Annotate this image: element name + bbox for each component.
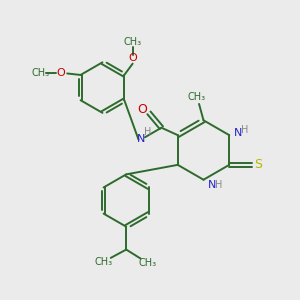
Text: CH₃: CH₃: [94, 257, 112, 267]
Text: S: S: [254, 158, 262, 171]
Text: CH₃: CH₃: [124, 37, 142, 47]
Text: CH₃: CH₃: [139, 258, 157, 268]
Text: CH₃: CH₃: [188, 92, 206, 102]
Text: N: N: [136, 134, 145, 144]
Text: H: H: [144, 127, 151, 137]
Text: O: O: [57, 68, 66, 79]
Text: H: H: [241, 125, 248, 135]
Text: O: O: [128, 53, 137, 63]
Text: CH₃: CH₃: [32, 68, 50, 79]
Text: H: H: [215, 180, 222, 190]
Text: N: N: [234, 128, 242, 138]
Text: O: O: [137, 103, 147, 116]
Text: N: N: [208, 180, 216, 190]
